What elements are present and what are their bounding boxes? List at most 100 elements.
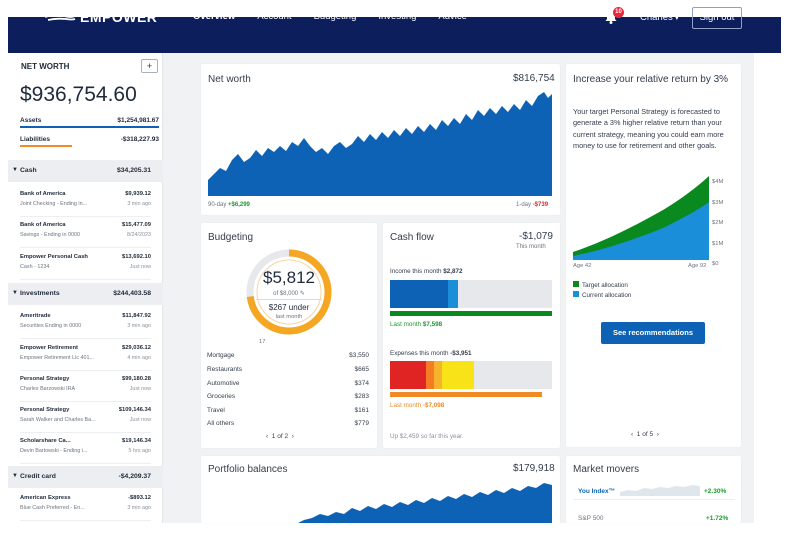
expenses-last-row: Last month -$7,098 (390, 402, 444, 409)
account-time: 3 min ago (127, 323, 151, 329)
income-value: $2,872 (443, 268, 463, 275)
account-name: Empower Personal Cash (20, 254, 88, 260)
budget-of-label: of $8,000 (273, 291, 299, 297)
portfolio-value: $179,918 (513, 463, 555, 474)
budget-row[interactable]: All others $779 (207, 420, 369, 427)
account-time: 8/24/2023 (127, 232, 151, 238)
account-item[interactable]: Empower Personal Cash $13,692.10 Cash - … (20, 250, 151, 280)
section-credit-card[interactable]: ▼ Credit card -$4,209.37 (8, 466, 163, 488)
see-recommendations-button[interactable]: See recommendations (601, 322, 705, 344)
section-cash[interactable]: ▼ Cash $34,205.31 (8, 160, 163, 182)
nav-budgeting[interactable]: Budgeting (313, 11, 357, 22)
net-worth-chart[interactable] (208, 88, 552, 198)
account-item[interactable]: Ameritrade $11,847.92 Securities Ending … (20, 309, 151, 339)
sign-out-button[interactable]: Sign out (692, 7, 742, 29)
budget-row-label: Travel (207, 407, 225, 414)
budget-divider (256, 299, 322, 300)
legend-swatch-green (573, 281, 579, 287)
budget-row[interactable]: Travel $161 (207, 407, 369, 414)
account-amount: $15,477.09 (121, 222, 151, 228)
budget-row[interactable]: Restaurants $665 (207, 366, 369, 373)
x-start: Age 42 (573, 263, 592, 269)
expenses-seg-3 (434, 361, 442, 389)
chevron-left-icon[interactable]: ‹ (631, 431, 634, 438)
market-divider (573, 499, 735, 500)
add-account-button[interactable]: + (141, 59, 158, 73)
caret-down-icon: ▼ (12, 473, 18, 479)
nav-overview[interactable]: Overview (193, 11, 236, 22)
expenses-bar-bg[interactable] (390, 361, 552, 389)
liabilities-row[interactable]: Liabilities -$318,227.93 (20, 136, 159, 143)
expenses-last-value: -$7,098 (422, 402, 445, 409)
income-last-bar (390, 311, 552, 316)
account-item[interactable]: Empower Retirement $29,036.12 Empower Re… (20, 341, 151, 371)
market-row-2-value: +1.72% (706, 515, 729, 522)
y-tick: $3M (712, 199, 724, 206)
chevron-right-icon[interactable]: › (291, 433, 294, 440)
chevron-left-icon[interactable]: ‹ (266, 433, 269, 440)
user-menu[interactable]: Charles ▾ (640, 12, 678, 23)
budget-row[interactable]: Mortgage $3,550 (207, 352, 369, 359)
account-name: Empower Retirement (20, 345, 78, 351)
account-time: 3 min ago (127, 201, 151, 207)
account-item[interactable]: Scholarshare Ca... $19,146.34 Devin Bart… (20, 434, 151, 464)
account-item[interactable]: Bank of America $9,939.12 Joint Checking… (20, 187, 151, 217)
advice-body: Your target Personal Strategy is forecas… (573, 107, 724, 151)
projection-y-axis: $4M $3M $2M $1M $0 (712, 172, 723, 275)
y-tick: $1M (712, 240, 724, 247)
net-worth-card-value: $816,754 (513, 73, 555, 84)
budget-pager[interactable]: ‹ 1 of 2 › (266, 433, 294, 440)
chevron-right-icon[interactable]: › (656, 431, 659, 438)
advice-pager[interactable]: ‹ 1 of 5 › (631, 431, 659, 438)
section-amount: $244,403.58 (113, 290, 151, 297)
account-item[interactable]: Personal Strategy $109,146.34 Sarah Walk… (20, 403, 151, 433)
income-last-row: Last month $7,598 (390, 321, 442, 328)
liabilities-value: -$318,227.93 (120, 136, 159, 143)
account-item[interactable]: Personal Strategy $99,180.28 Charles Bar… (20, 372, 151, 402)
pencil-icon[interactable]: ✎ (299, 291, 305, 297)
account-name: Personal Strategy (20, 407, 70, 413)
budget-row[interactable]: Automotive $374 (207, 380, 369, 387)
legend-swatch-blue (573, 291, 579, 297)
net-worth-label: NET WORTH (21, 62, 70, 71)
nav-advice[interactable]: Advice (438, 11, 467, 22)
section-investments[interactable]: ▼ Investments $244,403.58 (8, 283, 163, 305)
expenses-last-label: Last month (390, 402, 422, 409)
section-name: Credit card (20, 473, 56, 480)
nav-investing[interactable]: Investing (378, 11, 417, 22)
market-row-2-name[interactable]: S&P 500 (578, 515, 604, 522)
top-nav (8, 17, 781, 53)
budget-ring[interactable] (244, 247, 334, 337)
user-name: Charles (640, 12, 673, 23)
account-amount: $19,146.34 (121, 438, 151, 444)
account-sub: Savings - Ending in 0000 (20, 232, 80, 238)
cash-flow-period: This month (516, 244, 546, 250)
budget-row[interactable]: Groceries $283 (207, 393, 369, 400)
account-item[interactable]: Bank of America $15,477.09 Savings - End… (20, 218, 151, 248)
portfolio-chart[interactable] (208, 478, 552, 523)
budget-row-value: $283 (354, 393, 369, 400)
market-row-1-name[interactable]: You Index™ (578, 488, 616, 495)
market-sparkline (620, 485, 700, 496)
nav-account[interactable]: Account (257, 11, 292, 22)
net-worth-value: $936,754.60 (20, 83, 137, 106)
budget-day-marker: 17 (259, 339, 266, 345)
cash-flow-card[interactable] (383, 223, 560, 448)
budgeting-title: Budgeting (208, 232, 254, 243)
legend-target: Target allocation (573, 281, 628, 289)
income-bar-bg[interactable] (390, 280, 552, 308)
budget-under-label: last month (275, 314, 303, 320)
x-end: Age 92 (688, 263, 707, 269)
assets-row[interactable]: Assets $1,254,981.67 (20, 117, 159, 124)
account-item[interactable]: American Express -$893.12 Blue Cash Pref… (20, 491, 151, 521)
budget-row-value: $3,550 (349, 352, 369, 359)
income-last-label: Last month (390, 321, 422, 328)
brand-logo[interactable]: EMPOWER (42, 9, 157, 25)
budget-of: of $8,000 ✎ (244, 290, 334, 297)
advice-title: Increase your relative return by 3% (573, 74, 729, 85)
projection-chart (573, 176, 709, 260)
account-amount: -$893.12 (128, 495, 151, 501)
income-bar-fill-light (448, 280, 458, 308)
account-name: American Express (20, 495, 71, 501)
net-worth-1day-value: -$739 (532, 202, 549, 208)
